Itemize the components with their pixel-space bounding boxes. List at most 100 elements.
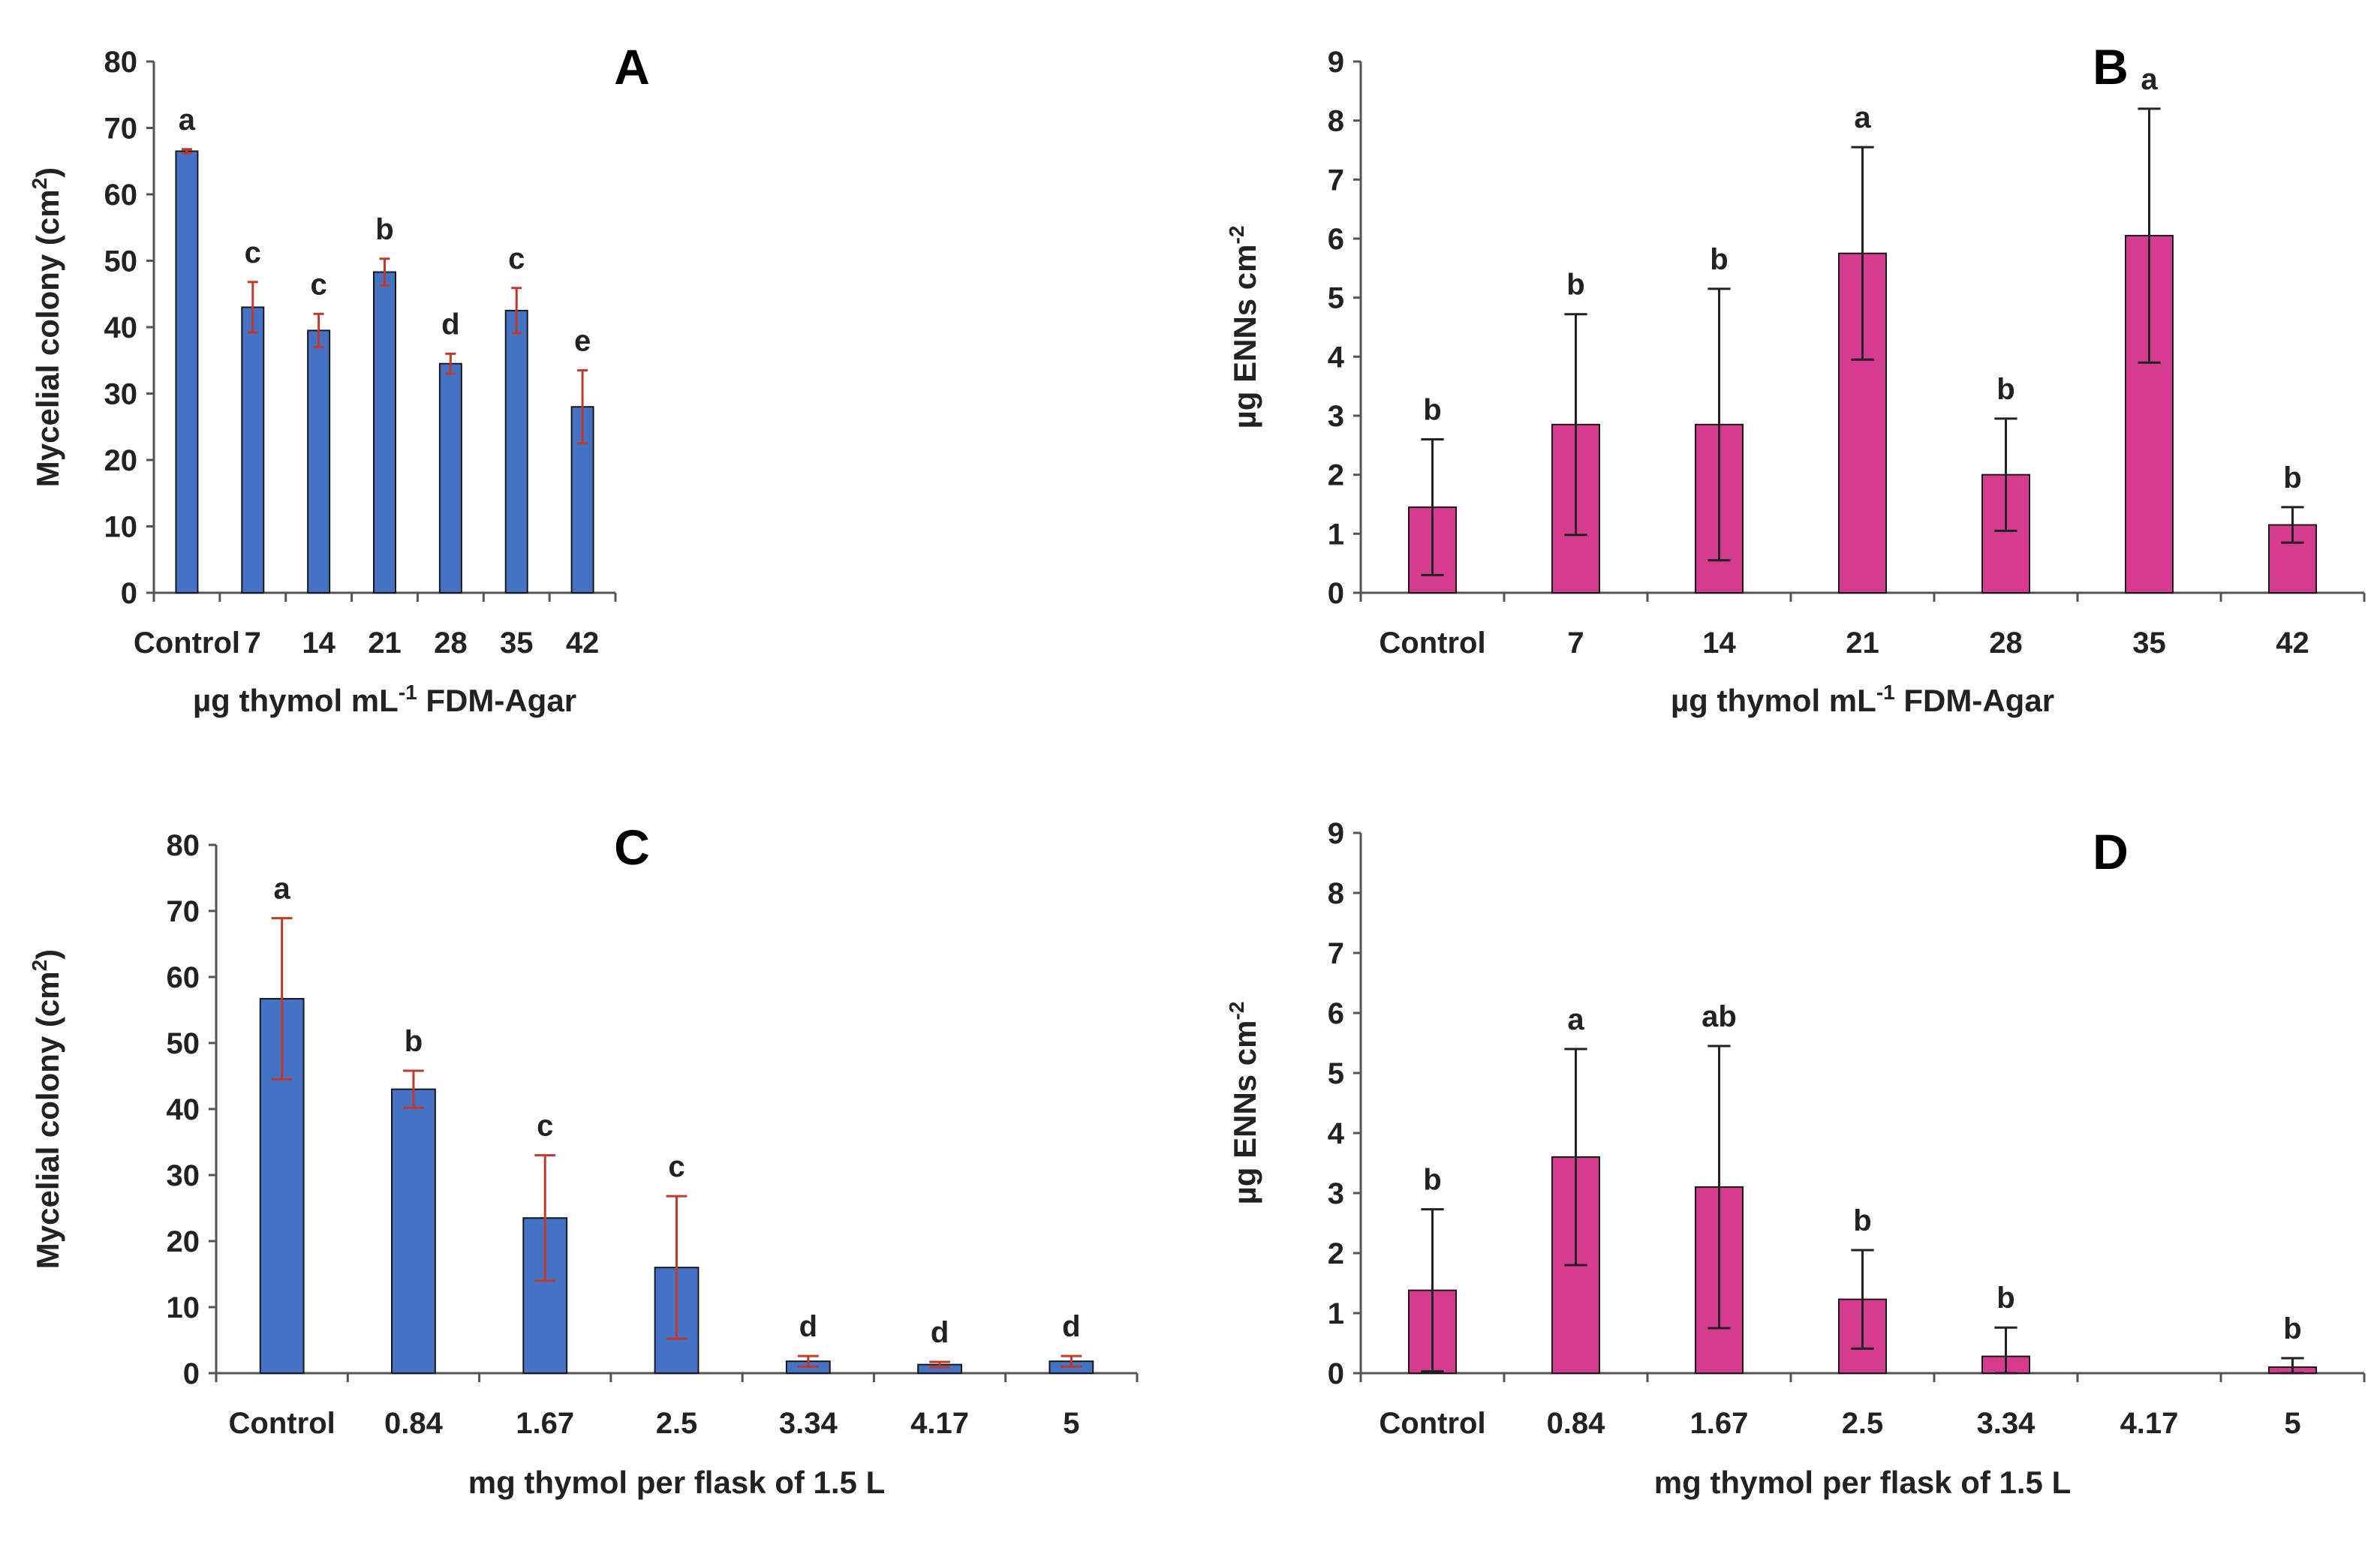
chart-a-svg: 0 10 20 30 40 50 60 70 80 a Control c 7 c 14 b 21 d 28 c 35 e…	[28, 39, 650, 718]
y-tick-label: 4	[1328, 341, 1345, 374]
error-bar	[1994, 1326, 2017, 1375]
y-tick-label: 40	[167, 1093, 200, 1126]
error-bar	[534, 1154, 556, 1282]
y-tick-label: 10	[104, 511, 138, 544]
y-tick-label: 5	[1328, 1057, 1344, 1090]
error-bar	[445, 352, 456, 375]
x-tick-label: Control	[1379, 627, 1485, 660]
y-tick-label: 8	[1328, 877, 1344, 910]
y-tick-label: 0	[183, 1357, 200, 1390]
y-tick-label: 40	[104, 311, 138, 344]
error-bar	[511, 287, 522, 335]
x-tick-label: 14	[1702, 627, 1736, 660]
error-bar	[2281, 1357, 2304, 1375]
error-bar	[247, 281, 258, 334]
significance-letter: a	[179, 104, 196, 137]
significance-letter: b	[1853, 1204, 1871, 1237]
y-tick-label: 50	[104, 245, 138, 278]
y-tick-label: 20	[104, 444, 138, 477]
x-axis-label: mg thymol per flask of 1.5 L	[1654, 1465, 2071, 1500]
x-tick-label: Control	[134, 627, 240, 660]
x-tick-label: 4.17	[910, 1407, 969, 1440]
significance-letter: a	[2141, 63, 2158, 96]
y-tick-label: 0	[121, 577, 137, 610]
significance-letter: d	[931, 1316, 949, 1349]
x-tick-label: Control	[229, 1407, 335, 1440]
y-tick-label: 5	[1328, 282, 1344, 315]
significance-letter: b	[405, 1025, 423, 1058]
y-tick-label: 60	[167, 961, 200, 994]
x-tick-label: 35	[500, 627, 534, 660]
y-tick-label: 30	[167, 1159, 200, 1192]
error-bar	[2281, 506, 2304, 544]
error-bar	[1421, 1208, 1444, 1373]
x-tick-label: 42	[2276, 627, 2309, 660]
y-axis-label: Mycelial colony (cm2)	[28, 167, 65, 487]
significance-letter: ab	[1702, 1000, 1737, 1033]
error-bar	[1421, 437, 1444, 576]
panel-title: D	[2093, 824, 2129, 879]
error-bar	[271, 917, 293, 1081]
error-bar	[1061, 1354, 1082, 1368]
bar-a-5	[504, 309, 528, 594]
x-tick-label: 7	[1567, 627, 1584, 660]
chart-b-svg: 0 1 2 3 4 5 6 7 8 9 b Control b 7 b 14 a 21 b 28 a 35 b 42 Bµg t…	[1225, 39, 2366, 718]
y-tick-label: 80	[104, 46, 138, 79]
significance-letter: b	[1423, 393, 1441, 426]
error-bar	[1851, 146, 1874, 361]
x-tick-label: 42	[566, 627, 600, 660]
significance-letter: a	[1567, 1003, 1584, 1036]
significance-letter: b	[1996, 373, 2014, 406]
significance-letter: c	[311, 268, 327, 301]
error-bar	[379, 257, 390, 287]
bar-a-1	[241, 306, 265, 594]
x-tick-label: 5	[1063, 1407, 1079, 1440]
y-tick-label: 6	[1328, 223, 1344, 256]
y-tick-label: 6	[1328, 997, 1344, 1030]
x-tick-label: 35	[2132, 627, 2166, 660]
x-tick-label: Control	[1379, 1407, 1485, 1440]
error-bar	[1564, 313, 1587, 537]
y-axis-label: µg ENNs cm-2	[1225, 1002, 1262, 1205]
y-tick-label: 3	[1328, 400, 1344, 433]
bar-a-0	[175, 150, 199, 594]
bar-a-4	[438, 362, 462, 594]
x-tick-label: 3.34	[779, 1407, 838, 1440]
error-bar	[666, 1195, 688, 1340]
y-tick-label: 20	[167, 1225, 200, 1258]
y-tick-label: 1	[1328, 1297, 1344, 1330]
y-tick-label: 8	[1328, 105, 1344, 138]
significance-letter: b	[1566, 269, 1584, 302]
y-axis-label: Mycelial colony (cm2)	[28, 949, 65, 1269]
significance-letter: e	[574, 325, 591, 358]
y-tick-label: 70	[104, 113, 138, 146]
x-tick-label: 2.5	[656, 1407, 698, 1440]
x-tick-label: 1.67	[516, 1407, 574, 1440]
bar-c-1	[391, 1088, 436, 1374]
error-bar	[577, 369, 588, 445]
y-tick-label: 50	[167, 1027, 200, 1060]
y-tick-label: 4	[1328, 1117, 1345, 1150]
chart-c-svg: 0 10 20 30 40 50 60 70 80 a Control b 0.84 c 1.67 c 2.5 d…	[28, 819, 1139, 1500]
significance-letter: d	[799, 1310, 817, 1343]
y-tick-label: 0	[1328, 1357, 1344, 1390]
significance-letter: b	[1996, 1282, 2014, 1315]
panel-title: B	[2093, 39, 2129, 95]
error-bar	[313, 312, 324, 349]
y-tick-label: 1	[1328, 518, 1344, 551]
y-tick-label: 9	[1328, 817, 1344, 850]
error-bar	[1708, 1045, 1731, 1330]
x-tick-label: 0.84	[384, 1407, 444, 1440]
error-bar	[929, 1360, 950, 1369]
y-tick-label: 80	[167, 829, 200, 862]
y-tick-label: 2	[1328, 459, 1344, 492]
x-tick-label: 3.34	[1977, 1407, 2036, 1440]
x-tick-label: 21	[368, 627, 402, 660]
bar-a-3	[373, 271, 396, 594]
x-tick-label: 28	[434, 627, 468, 660]
y-tick-label: 60	[104, 179, 138, 212]
significance-letter: c	[668, 1150, 685, 1183]
error-bar	[1994, 417, 2017, 532]
